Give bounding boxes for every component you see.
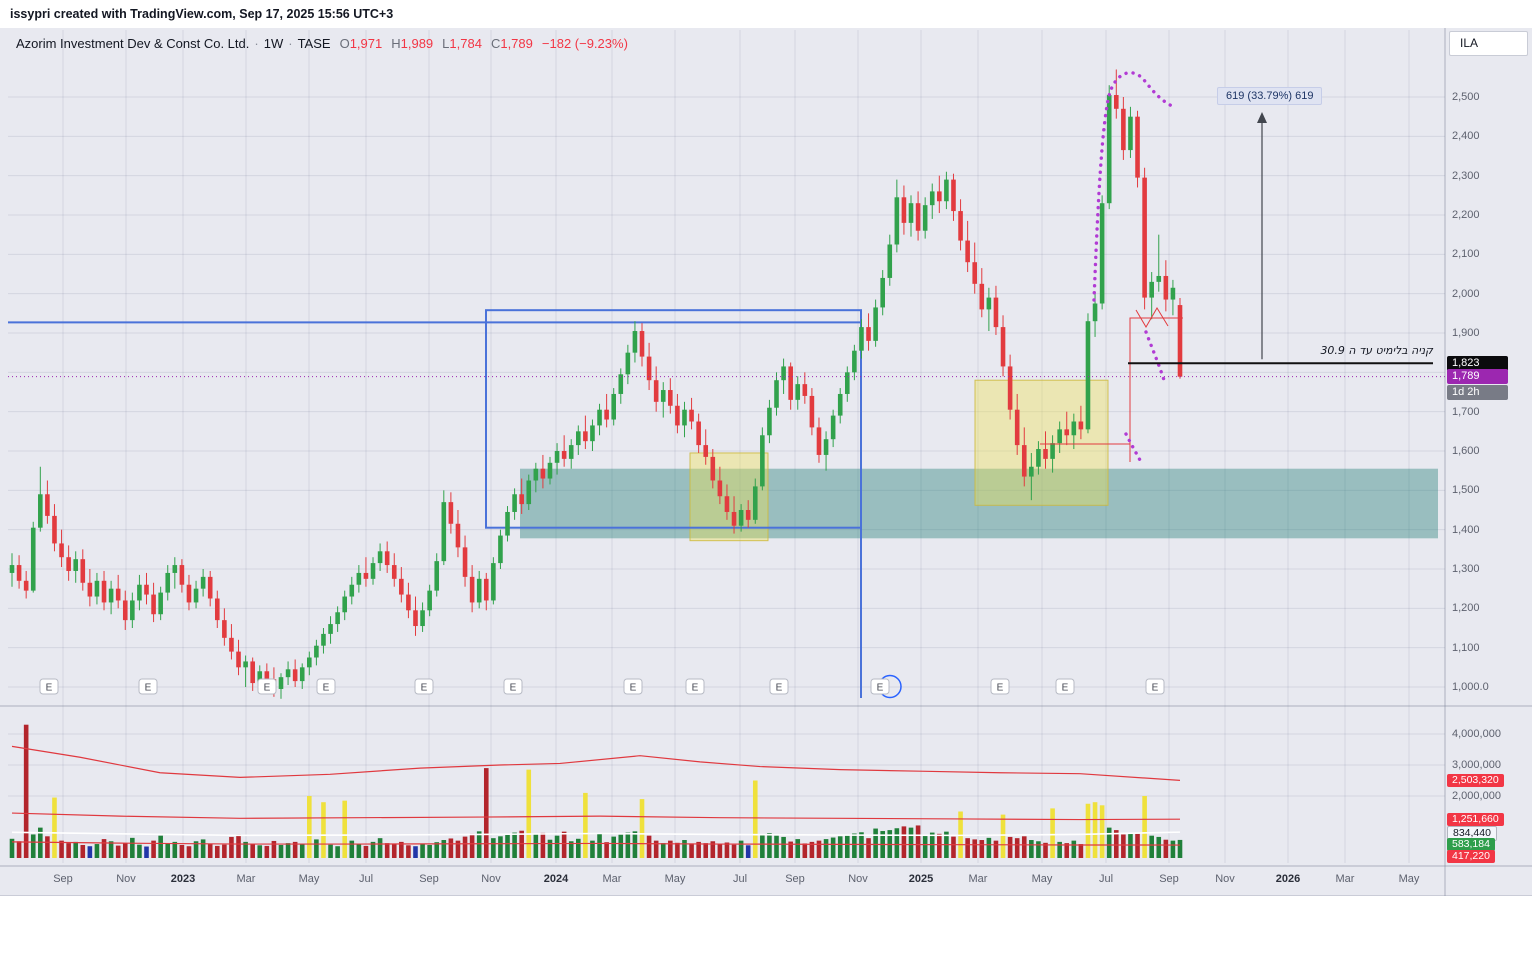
target-annotation[interactable]: 619 (33.79%) 619 (1217, 87, 1323, 105)
low-label: L (442, 36, 450, 51)
high-label: H (391, 36, 401, 51)
exchange-label[interactable]: TASE (297, 36, 331, 51)
chart-background (0, 28, 1532, 896)
legend-separator: · (288, 36, 293, 51)
earnings-marker-label: E (421, 683, 428, 694)
high-value: 1,989 (400, 36, 434, 51)
symbol-watermark-box[interactable]: ILA (1449, 31, 1528, 56)
close-value: 1,789 (500, 36, 533, 51)
earnings-marker[interactable] (257, 678, 277, 695)
earnings-marker[interactable] (870, 678, 890, 695)
earnings-marker-label: E (1062, 683, 1069, 694)
earnings-marker[interactable] (503, 678, 523, 695)
earnings-marker-label: E (145, 683, 152, 694)
earnings-marker-label: E (510, 683, 517, 694)
earnings-marker-label: E (264, 683, 271, 694)
earnings-marker-label: E (323, 683, 330, 694)
earnings-marker-label: E (997, 683, 1004, 694)
earnings-marker[interactable] (685, 678, 705, 695)
limit-order-note[interactable]: קניה בלימיט עד ה 30.9 (1320, 344, 1433, 357)
change-value: −182 (−9.23%) (541, 36, 628, 51)
earnings-marker-label: E (1152, 683, 1159, 694)
earnings-marker[interactable] (316, 678, 336, 695)
earnings-marker[interactable] (414, 678, 434, 695)
symbol-legend[interactable]: Azorim Investment Dev & Const Co. Ltd. · 1… (16, 36, 628, 51)
earnings-marker-label: E (776, 683, 783, 694)
earnings-marker-label: E (46, 683, 53, 694)
footer-bar: TradingView (0, 896, 1532, 958)
earnings-marker[interactable] (769, 678, 789, 695)
earnings-marker[interactable] (138, 678, 158, 695)
bar-countdown-badge: 1d 2h (1447, 385, 1508, 400)
open-label: O (339, 36, 350, 51)
interval-label[interactable]: 1W (263, 36, 284, 51)
price-badge-current: 1,789 (1447, 369, 1508, 384)
price-badge-limit: 1,823 (1447, 356, 1508, 371)
earnings-marker[interactable] (1055, 678, 1075, 695)
earnings-marker-label: E (692, 683, 699, 694)
earnings-marker[interactable] (990, 678, 1010, 695)
earnings-marker[interactable] (39, 678, 59, 695)
earnings-marker[interactable] (623, 678, 643, 695)
low-value: 1,784 (449, 36, 482, 51)
close-label: C (490, 36, 501, 51)
symbol-title[interactable]: Azorim Investment Dev & Const Co. Ltd. (16, 36, 250, 51)
earnings-marker-label: E (630, 683, 637, 694)
legend-separator: · (254, 36, 259, 51)
earnings-marker-label: E (877, 683, 884, 694)
attribution-bar: issypri created with TradingView.com, Se… (0, 0, 1532, 28)
open-value: 1,971 (349, 36, 383, 51)
earnings-marker[interactable] (1145, 678, 1165, 695)
